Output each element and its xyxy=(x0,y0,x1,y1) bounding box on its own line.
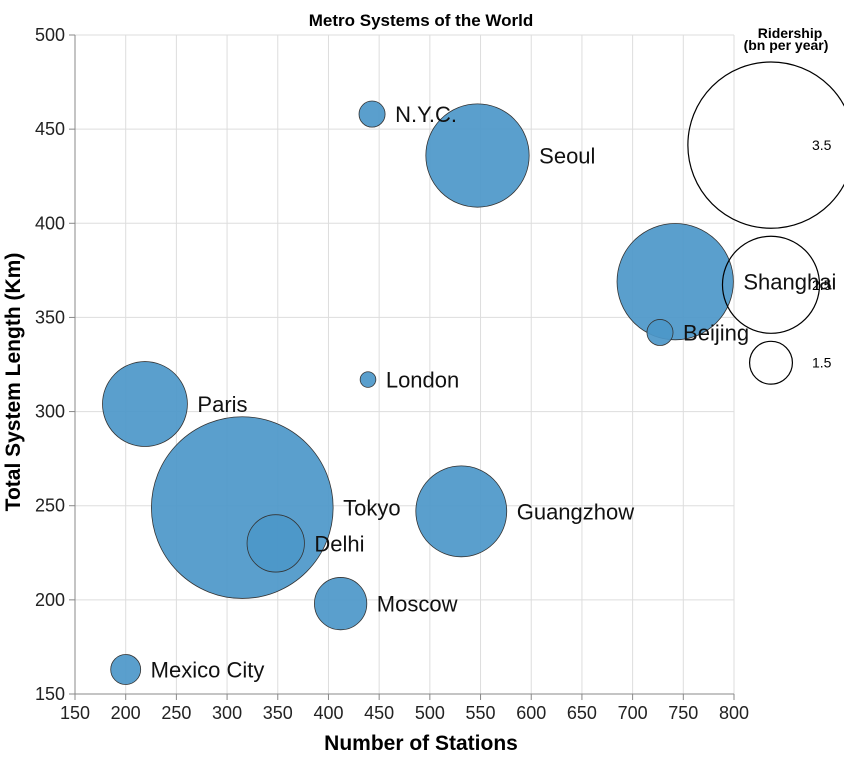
bubble-guangzhow xyxy=(415,465,508,558)
city-label: Guangzhow xyxy=(517,499,635,524)
x-tick-label: 650 xyxy=(567,703,597,723)
x-axis-title: Number of Stations xyxy=(324,732,518,755)
city-label: Mexico City xyxy=(151,658,265,683)
city-label: N.Y.C. xyxy=(395,102,457,127)
x-tick-label: 350 xyxy=(263,703,293,723)
city-label: Delhi xyxy=(314,531,364,556)
city-label: Beijing xyxy=(683,320,749,345)
bubble-london xyxy=(359,371,377,388)
x-tick-label: 400 xyxy=(313,703,343,723)
x-tick-label: 700 xyxy=(618,703,648,723)
y-axis-title: Total System Length (Km) xyxy=(2,253,25,512)
x-tick-label: 250 xyxy=(161,703,191,723)
legend-title-line1: Ridership xyxy=(758,25,823,41)
y-tick-label: 300 xyxy=(35,402,65,422)
x-tick-label: 750 xyxy=(668,703,698,723)
bubble-paris xyxy=(102,361,188,447)
y-tick-label: 500 xyxy=(35,25,65,45)
bubble-moscow xyxy=(314,577,368,631)
city-label: Seoul xyxy=(539,144,595,169)
x-tick-label: 800 xyxy=(719,703,749,723)
x-tick-label: 450 xyxy=(364,703,394,723)
x-tick-label: 500 xyxy=(415,703,445,723)
y-tick-label: 450 xyxy=(35,119,65,139)
bubble-seoul xyxy=(425,103,530,208)
y-tick-label: 200 xyxy=(35,590,65,610)
y-tick-label: 150 xyxy=(35,684,65,704)
x-tick-label: 300 xyxy=(212,703,242,723)
legend-size-label: 3.5 xyxy=(812,137,832,153)
x-tick-label: 200 xyxy=(111,703,141,723)
legend-size-circle xyxy=(721,235,821,334)
size-legend: Ridership (bn per year) 3.5 2.5 1.5 xyxy=(687,25,844,385)
bubble-delhi xyxy=(246,514,305,573)
legend-size-circle xyxy=(687,61,844,229)
bubbles xyxy=(102,100,734,685)
city-label: Paris xyxy=(197,392,247,417)
y-tick-label: 350 xyxy=(35,307,65,327)
city-label: Moscow xyxy=(377,592,458,617)
x-tick-label: 150 xyxy=(60,703,90,723)
legend-title-line2: (bn per year) xyxy=(744,37,829,53)
x-tick-label: 600 xyxy=(516,703,546,723)
city-label: Tokyo xyxy=(343,496,400,521)
axes: 150 200 250 300 350 400 450 500 550 600 650 700 750 8… xyxy=(35,25,749,723)
chart-title: Metro Systems of the World xyxy=(309,11,534,30)
city-labels: N.Y.C. Seoul Shanghai Beijing London Paris Tok… xyxy=(151,102,837,682)
bubble-n-y-c xyxy=(358,100,386,128)
y-tick-label: 250 xyxy=(35,496,65,516)
legend-size-circle xyxy=(748,340,794,385)
y-tick-label: 400 xyxy=(35,213,65,233)
x-tick-label: 550 xyxy=(466,703,496,723)
bubble-mexico-city xyxy=(110,654,142,685)
legend-size-label: 1.5 xyxy=(812,355,832,371)
bubble-tokyo xyxy=(151,416,334,599)
bubble-shanghai xyxy=(616,223,734,341)
city-label: Shanghai xyxy=(743,270,836,295)
bubble-beijing xyxy=(646,319,674,346)
legend-size-label: 2.5 xyxy=(812,277,832,293)
city-label: London xyxy=(386,368,459,393)
grid xyxy=(74,34,735,695)
